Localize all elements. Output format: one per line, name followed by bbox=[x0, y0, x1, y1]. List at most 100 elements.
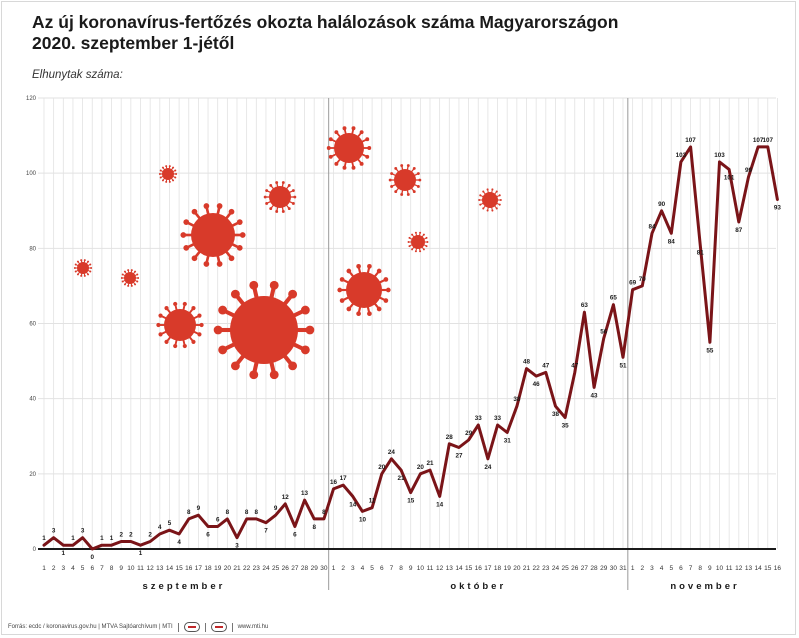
x-tick-label: 22 bbox=[243, 565, 251, 572]
x-tick-label: 12 bbox=[735, 565, 743, 572]
data-label: 81 bbox=[697, 250, 705, 257]
x-tick-label: 21 bbox=[233, 565, 241, 572]
x-tick-label: 8 bbox=[399, 565, 403, 572]
data-label: 69 bbox=[629, 280, 637, 287]
data-label: 15 bbox=[407, 498, 415, 505]
x-tick-label: 5 bbox=[370, 565, 374, 572]
x-tick-label: 18 bbox=[204, 565, 212, 572]
month-label: szeptember bbox=[143, 581, 226, 592]
x-tick-label: 20 bbox=[224, 565, 232, 572]
x-tick-label: 11 bbox=[726, 565, 733, 572]
data-label: 14 bbox=[436, 501, 444, 508]
data-label: 107 bbox=[685, 137, 696, 144]
data-label: 99 bbox=[745, 167, 753, 174]
data-label: 17 bbox=[340, 475, 348, 482]
x-tick-label: 8 bbox=[110, 565, 114, 572]
data-label: 1 bbox=[110, 535, 114, 542]
x-tick-label: 11 bbox=[137, 565, 144, 572]
data-label: 107 bbox=[762, 137, 773, 144]
x-tick-label: 27 bbox=[581, 565, 589, 572]
x-tick-label: 26 bbox=[282, 565, 290, 572]
footer-separator bbox=[231, 622, 233, 632]
data-label: 12 bbox=[282, 494, 290, 501]
data-label: 47 bbox=[542, 362, 550, 369]
y-tick-label: 20 bbox=[29, 472, 36, 478]
data-label: 38 bbox=[552, 411, 560, 418]
x-tick-label: 8 bbox=[698, 565, 702, 572]
x-tick-label: 1 bbox=[42, 565, 46, 572]
x-tick-label: 5 bbox=[81, 565, 85, 572]
data-label: 46 bbox=[533, 381, 541, 388]
x-tick-label: 18 bbox=[494, 565, 502, 572]
data-label: 101 bbox=[724, 174, 735, 181]
footer: Forrás: ecdc / koronavirus.gov.hu | MTVA… bbox=[8, 620, 268, 634]
footer-separator bbox=[177, 622, 179, 632]
x-tick-label: 4 bbox=[361, 565, 365, 572]
data-label: 13 bbox=[301, 490, 309, 497]
month-label: október bbox=[450, 581, 506, 592]
x-tick-label: 30 bbox=[320, 565, 328, 572]
data-label: 1 bbox=[139, 550, 143, 557]
data-label: 21 bbox=[426, 460, 434, 467]
x-tick-label: 19 bbox=[504, 565, 512, 572]
mtva-logo-icon bbox=[183, 622, 200, 632]
x-tick-label: 3 bbox=[61, 565, 65, 572]
data-label: 107 bbox=[753, 137, 764, 144]
x-tick-label: 2 bbox=[640, 565, 644, 572]
x-tick-label: 24 bbox=[262, 565, 270, 572]
x-tick-label: 24 bbox=[552, 565, 560, 572]
data-label: 6 bbox=[206, 531, 210, 538]
x-tick-label: 31 bbox=[619, 565, 627, 572]
virus-icon bbox=[478, 188, 502, 212]
virus-icon bbox=[158, 165, 178, 183]
data-label: 20 bbox=[378, 464, 386, 471]
data-label: 3 bbox=[81, 528, 85, 535]
x-tick-label: 19 bbox=[214, 565, 222, 572]
virus-icon bbox=[337, 263, 391, 317]
x-tick-label: 7 bbox=[689, 565, 693, 572]
mti-logo-icon bbox=[210, 622, 227, 632]
data-label: 10 bbox=[359, 516, 367, 523]
x-tick-label: 6 bbox=[380, 565, 384, 572]
data-label: 48 bbox=[523, 359, 531, 366]
x-tick-label: 9 bbox=[708, 565, 712, 572]
x-tick-label: 15 bbox=[465, 565, 473, 572]
x-tick-label: 14 bbox=[754, 565, 762, 572]
data-label: 29 bbox=[465, 430, 473, 437]
x-tick-label: 3 bbox=[650, 565, 654, 572]
data-label: 0 bbox=[90, 554, 94, 561]
footer-separator bbox=[204, 622, 206, 632]
data-label: 2 bbox=[148, 531, 152, 538]
data-label: 4 bbox=[158, 524, 162, 531]
data-label: 9 bbox=[274, 505, 278, 512]
x-tick-label: 29 bbox=[600, 565, 608, 572]
y-tick-label: 120 bbox=[26, 96, 37, 102]
data-label: 8 bbox=[322, 509, 326, 516]
y-axis-label: Elhunytak száma: bbox=[32, 69, 123, 81]
data-label: 24 bbox=[388, 449, 396, 456]
x-tick-label: 29 bbox=[311, 565, 319, 572]
x-tick-label: 17 bbox=[195, 565, 203, 572]
data-label: 8 bbox=[312, 524, 316, 531]
x-tick-label: 14 bbox=[455, 565, 463, 572]
virus-icon bbox=[263, 181, 297, 213]
x-tick-label: 2 bbox=[341, 565, 345, 572]
x-tick-label: 20 bbox=[513, 565, 521, 572]
x-tick-label: 23 bbox=[542, 565, 550, 572]
data-label: 51 bbox=[619, 362, 627, 369]
title-line-1: Az új koronavírus-fertőzés okozta halálo… bbox=[32, 12, 619, 32]
x-tick-label: 3 bbox=[351, 565, 355, 572]
data-label: 35 bbox=[562, 422, 570, 429]
virus-icon bbox=[407, 231, 429, 253]
data-label: 70 bbox=[639, 276, 647, 283]
data-label: 7 bbox=[264, 528, 268, 535]
data-label: 93 bbox=[774, 204, 782, 211]
data-label: 43 bbox=[591, 392, 599, 399]
y-tick-label: 0 bbox=[33, 547, 37, 553]
data-label: 87 bbox=[735, 227, 743, 234]
x-tick-label: 7 bbox=[390, 565, 394, 572]
x-tick-label: 16 bbox=[774, 565, 782, 572]
x-tick-label: 4 bbox=[660, 565, 664, 572]
